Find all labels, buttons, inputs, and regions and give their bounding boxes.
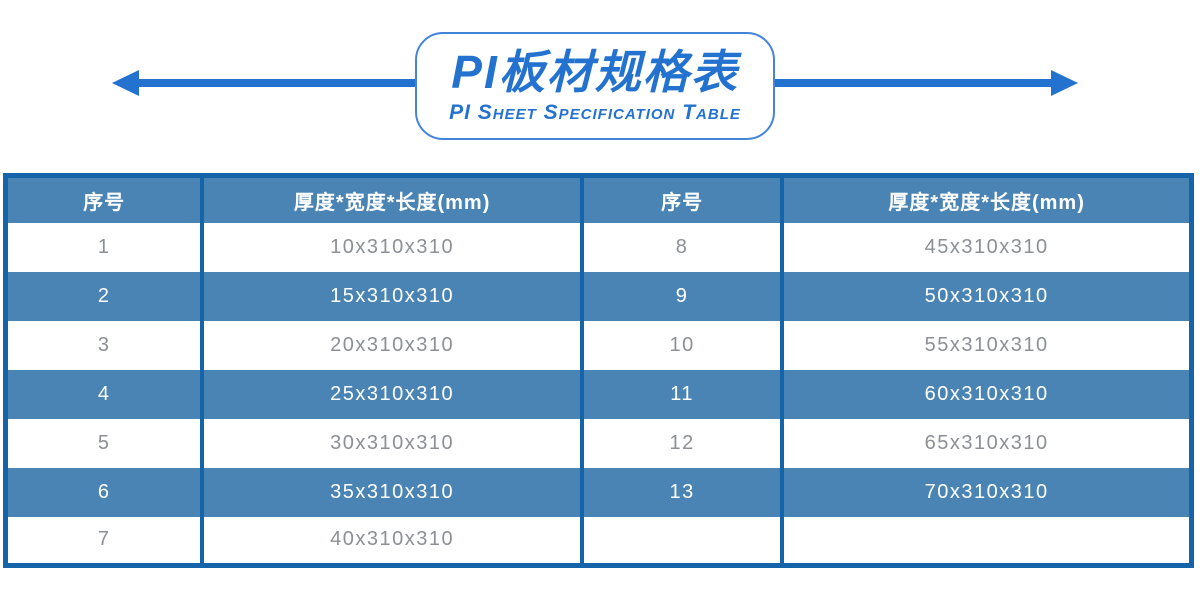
table-row: 4 25x310x310 11 60x310x310 [5, 369, 1192, 419]
right-arrow-icon [775, 70, 1078, 96]
column-header-serial-left: 序号 [5, 175, 203, 223]
table-row: 2 15x310x310 9 50x310x310 [5, 271, 1192, 321]
column-header-spec-left: 厚度*宽度*长度(mm) [200, 175, 582, 223]
cell-serial [579, 516, 783, 566]
cell-serial: 11 [579, 369, 783, 419]
cell-serial: 10 [579, 320, 783, 370]
cell-spec: 50x310x310 [780, 271, 1192, 321]
cell-spec: 20x310x310 [200, 320, 582, 370]
cell-spec: 60x310x310 [780, 369, 1192, 419]
cell-spec: 55x310x310 [780, 320, 1192, 370]
page-title: PI板材规格表 [451, 45, 739, 98]
column-header-spec-right: 厚度*宽度*长度(mm) [780, 175, 1192, 223]
table-row: 3 20x310x310 10 55x310x310 [5, 320, 1192, 370]
page-subtitle: PI Sheet Specification Table [449, 101, 741, 125]
cell-spec: 30x310x310 [200, 418, 582, 468]
right-arrowhead-icon [1051, 70, 1078, 96]
cell-serial: 2 [5, 271, 203, 321]
cell-serial: 5 [5, 418, 203, 468]
spec-table: 序号 厚度*宽度*长度(mm) 序号 厚度*宽度*长度(mm) 1 10x310… [3, 173, 1194, 568]
header-row: 序号 厚度*宽度*长度(mm) 序号 厚度*宽度*长度(mm) [5, 175, 1192, 223]
table-row: 6 35x310x310 13 70x310x310 [5, 467, 1192, 517]
table-row: 1 10x310x310 8 45x310x310 [5, 222, 1192, 272]
right-arrow-line [775, 79, 1051, 87]
title-banner: PI板材规格表 PI Sheet Specification Table [0, 0, 1200, 160]
cell-serial: 7 [5, 516, 203, 566]
cell-spec: 35x310x310 [200, 467, 582, 517]
left-arrow-icon [112, 70, 415, 96]
table-row: 7 40x310x310 [5, 516, 1192, 566]
left-arrowhead-icon [112, 70, 139, 96]
cell-spec: 40x310x310 [200, 516, 582, 566]
cell-serial: 8 [579, 222, 783, 272]
cell-spec: 25x310x310 [200, 369, 582, 419]
cell-serial: 3 [5, 320, 203, 370]
table-row: 5 30x310x310 12 65x310x310 [5, 418, 1192, 468]
cell-spec: 65x310x310 [780, 418, 1192, 468]
left-arrow-line [139, 79, 415, 87]
cell-serial: 12 [579, 418, 783, 468]
cell-serial: 4 [5, 369, 203, 419]
cell-spec: 10x310x310 [200, 222, 582, 272]
cell-spec: 45x310x310 [780, 222, 1192, 272]
cell-serial: 13 [579, 467, 783, 517]
cell-spec: 15x310x310 [200, 271, 582, 321]
cell-serial: 6 [5, 467, 203, 517]
cell-spec [780, 516, 1192, 566]
cell-serial: 1 [5, 222, 203, 272]
column-header-serial-right: 序号 [579, 175, 783, 223]
cell-spec: 70x310x310 [780, 467, 1192, 517]
spec-table-container: 序号 厚度*宽度*长度(mm) 序号 厚度*宽度*长度(mm) 1 10x310… [3, 173, 1194, 568]
cell-serial: 9 [579, 271, 783, 321]
title-card: PI板材规格表 PI Sheet Specification Table [415, 32, 775, 140]
